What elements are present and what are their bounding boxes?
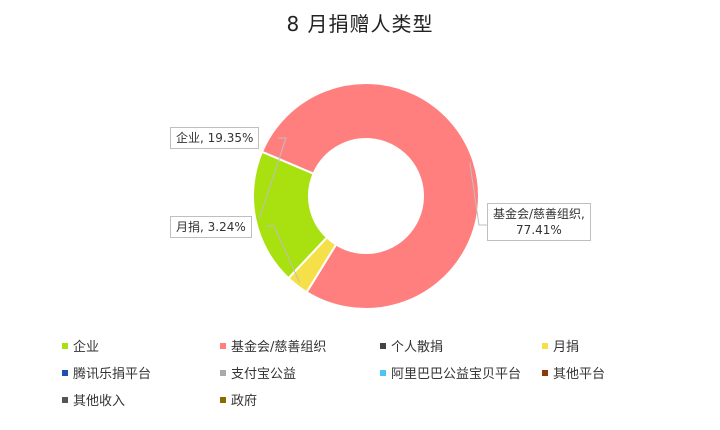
slice-2 <box>252 150 329 280</box>
legend-item: 支付宝公益 <box>220 364 380 382</box>
legend-item: 企业 <box>62 337 220 355</box>
legend-swatch <box>62 342 68 349</box>
donut-chart <box>252 82 487 310</box>
legend-label: 阿里巴巴公益宝贝平台 <box>391 367 522 382</box>
data-label-text: 月捐, 3.24% <box>176 220 246 234</box>
legend-item: 其他收入 <box>62 391 220 409</box>
legend-label: 政府 <box>231 394 258 409</box>
legend-item: 其他平台 <box>542 364 662 382</box>
legend-swatch <box>380 342 386 349</box>
leader-line-2 <box>258 137 287 219</box>
data-label-text: 企业, 19.35% <box>176 131 254 145</box>
donut-slices <box>252 82 480 310</box>
data-label-2: 企业, 19.35% <box>170 127 260 149</box>
legend-label: 其他收入 <box>73 394 126 409</box>
data-label-0: 基金会/慈善组织, 77.41% <box>487 203 591 241</box>
legend-label: 月捐 <box>553 340 580 355</box>
legend-item: 腾讯乐捐平台 <box>62 364 220 382</box>
leader-line-1 <box>266 225 301 283</box>
chart-title: 8 月捐赠人类型 <box>286 12 434 36</box>
callout-leaders <box>258 137 487 283</box>
legend-swatch <box>62 396 68 403</box>
legend-swatch <box>220 369 226 376</box>
legend-item: 政府 <box>220 391 380 409</box>
legend-item: 个人散捐 <box>380 337 542 355</box>
legend-item: 月捐 <box>542 337 662 355</box>
data-label-category: 基金会/慈善组织, <box>493 207 585 221</box>
legend-swatch <box>220 396 226 403</box>
legend-item: 基金会/慈善组织 <box>220 337 380 355</box>
data-label-1: 月捐, 3.24% <box>170 216 252 238</box>
legend-label: 基金会/慈善组织 <box>231 340 327 355</box>
legend-swatch <box>380 369 386 376</box>
chart-legend: 企业 基金会/慈善组织 个人散捐 月捐腾讯乐捐平台 支付宝公益 阿里巴巴公益宝贝平台 其他平… <box>62 337 662 409</box>
data-label-value: 77.41% <box>516 223 562 237</box>
leader-line-0 <box>469 162 487 226</box>
legend-label: 支付宝公益 <box>231 367 297 382</box>
slice-0 <box>260 82 480 310</box>
legend-swatch <box>542 369 548 376</box>
legend-item: 阿里巴巴公益宝贝平台 <box>380 364 542 382</box>
legend-label: 其他平台 <box>553 367 606 382</box>
legend-label: 企业 <box>73 340 100 355</box>
legend-swatch <box>220 342 226 349</box>
legend-label: 个人散捐 <box>391 340 444 355</box>
legend-label: 腾讯乐捐平台 <box>73 367 152 382</box>
legend-swatch <box>62 369 68 376</box>
legend-swatch <box>542 342 548 349</box>
